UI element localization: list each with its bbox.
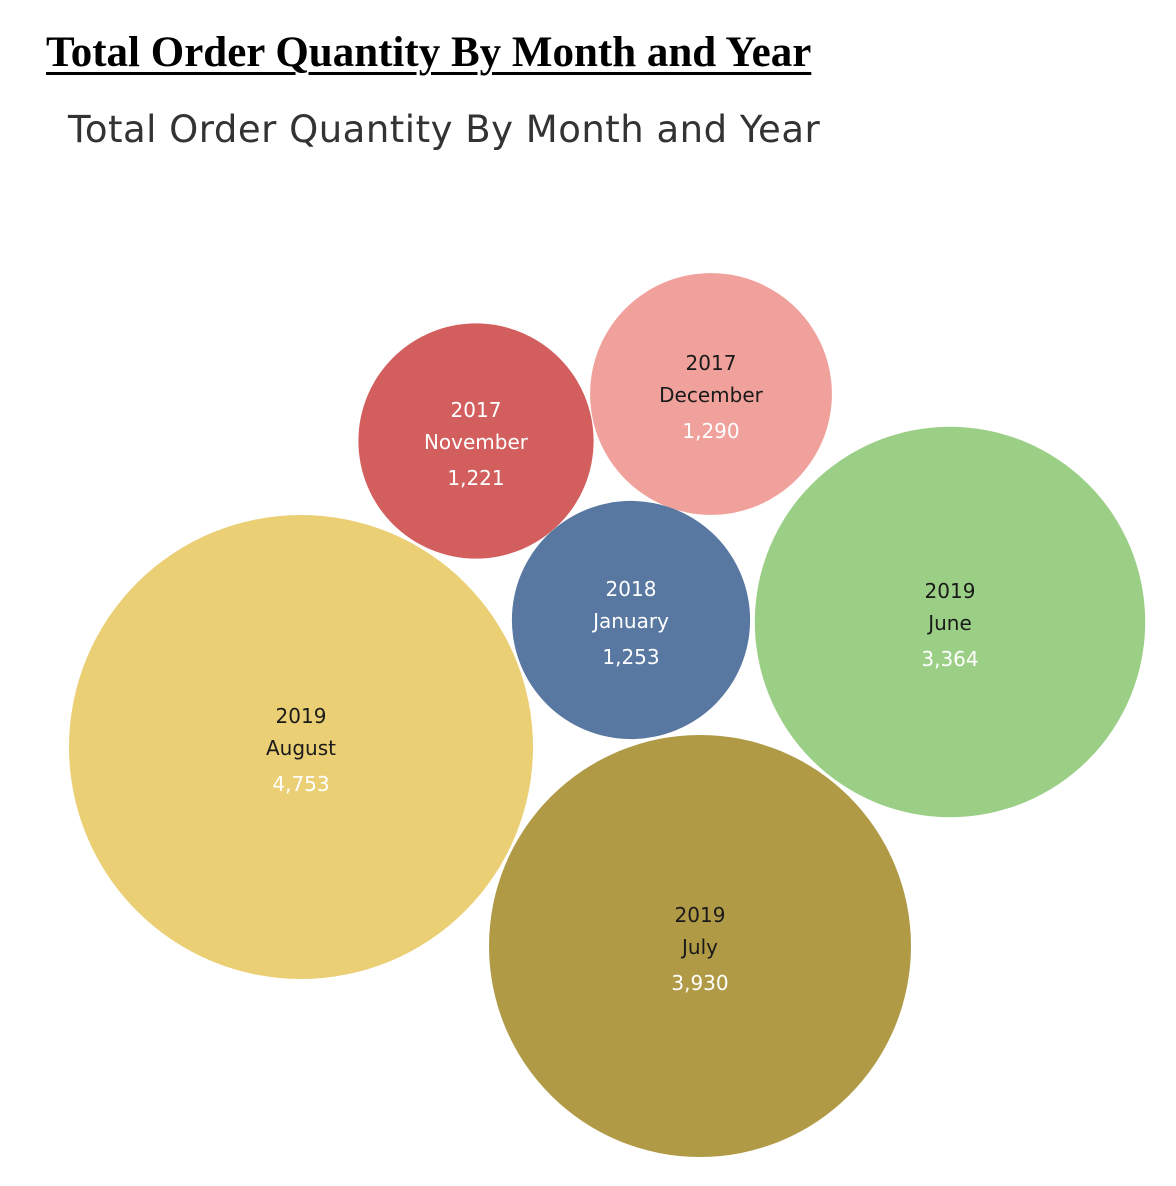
bubble-june-2019: 2019 June 3,364: [754, 426, 1146, 818]
chart-title: Total Order Quantity By Month and Year: [68, 108, 821, 151]
bubble-year-label: 2019: [675, 903, 726, 927]
bubble-year-label: 2018: [606, 577, 657, 601]
bubble-mark-june-2019: [754, 426, 1146, 818]
bubble-year-label: 2017: [686, 351, 737, 375]
bubble-value-label: 3,364: [921, 647, 978, 671]
bubble-mark-november-2017: [358, 323, 594, 559]
bubble-month-label: July: [680, 935, 718, 959]
bubble-month-label: December: [659, 383, 763, 407]
bubble-value-label: 1,221: [447, 466, 504, 490]
bubble-month-label: June: [926, 611, 972, 635]
bubble-year-label: 2019: [925, 579, 976, 603]
bubble-month-label: November: [424, 430, 529, 454]
bubble-month-label: August: [266, 736, 336, 760]
bubble-november-2017: 2017 November 1,221: [358, 323, 594, 559]
bubble-mark-january-2018: [511, 500, 751, 740]
bubble-value-label: 4,753: [272, 772, 329, 796]
bubble-december-2017: 2017 December 1,290: [590, 273, 832, 515]
document-heading: Total Order Quantity By Month and Year: [46, 29, 812, 76]
bubble-value-label: 1,290: [682, 419, 739, 443]
bubble-value-label: 3,930: [671, 971, 728, 995]
bubble-year-label: 2017: [451, 398, 502, 422]
bubble-mark-july-2019: [489, 735, 911, 1157]
bubble-mark-august-2019: [69, 515, 533, 979]
bubble-value-label: 1,253: [602, 645, 659, 669]
bubble-year-label: 2019: [276, 704, 327, 728]
bubble-month-label: January: [591, 609, 669, 633]
bubble-january-2018: 2018 January 1,253: [511, 500, 751, 740]
bubble-july-2019: 2019 July 3,930: [489, 735, 911, 1157]
bubble-mark-december-2017: [590, 273, 832, 515]
bubble-august-2019: 2019 August 4,753: [69, 515, 533, 979]
